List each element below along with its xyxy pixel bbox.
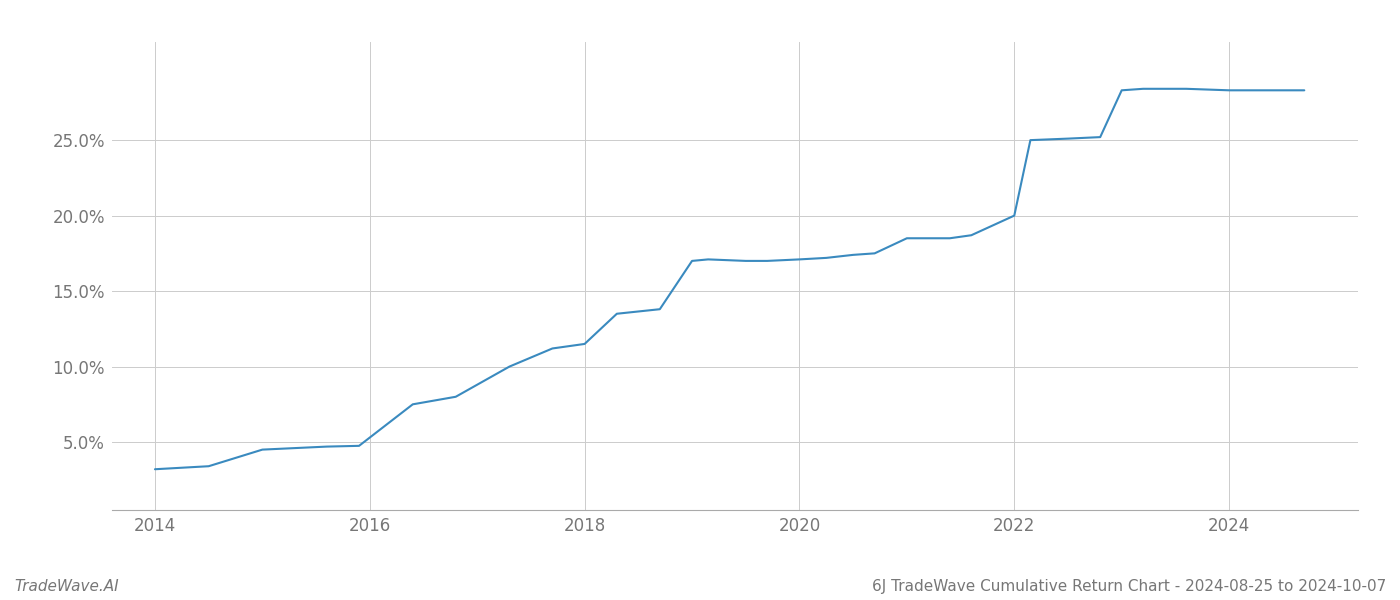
Text: 6J TradeWave Cumulative Return Chart - 2024-08-25 to 2024-10-07: 6J TradeWave Cumulative Return Chart - 2… [872, 579, 1386, 594]
Text: TradeWave.AI: TradeWave.AI [14, 579, 119, 594]
